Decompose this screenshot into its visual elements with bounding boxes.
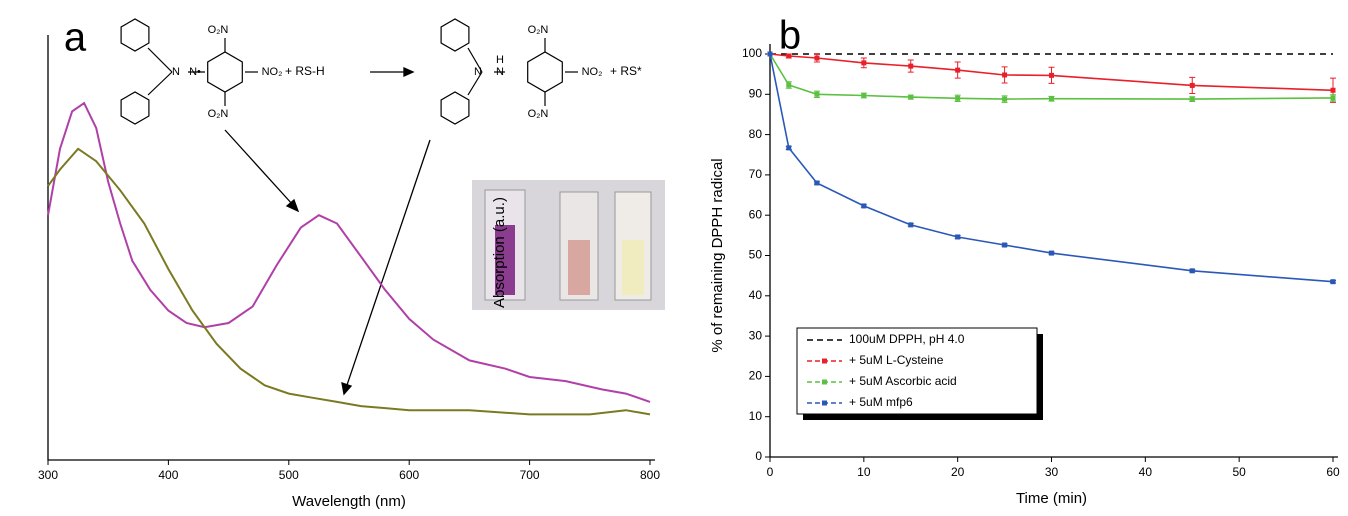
marker [955,234,961,240]
x-tick-label: 500 [279,468,299,482]
x-tick-label: 0 [767,465,774,479]
marker [1049,72,1054,78]
x-tick-label: 400 [158,468,178,482]
ring [440,18,470,52]
ring [440,91,470,125]
marker [814,55,820,61]
x-axis-label: Time (min) [1016,490,1087,507]
x-tick-label: 50 [1232,465,1246,479]
structure-label: N [496,66,504,78]
structure-label: O₂N [208,24,229,36]
x-tick-label: 30 [1045,465,1059,479]
bond [467,47,483,73]
legend-label: + 5uM L-Cysteine [849,353,944,367]
marker [908,63,914,69]
bond [147,47,173,73]
x-axis-label: Wavelength (nm) [292,493,406,510]
x-tick-label: 300 [38,468,58,482]
photo-inset [472,180,665,310]
marker [1330,87,1336,93]
structure-label: O₂N [208,108,229,120]
legend-label: + 5uM Ascorbic acid [849,374,957,388]
marker [1189,96,1195,102]
x-tick-label: 700 [520,468,540,482]
x-tick-label: 600 [399,468,419,482]
bond [467,71,483,96]
marker [1002,72,1008,78]
legend-label: + 5uM mfp6 [849,395,913,409]
marker [1049,250,1054,256]
marker [955,67,961,73]
y-tick-label: 100 [742,46,762,60]
panel-label: b [779,14,801,58]
y-tick-label: 90 [749,86,763,100]
marker [1049,96,1054,102]
series-line [47,147,651,416]
marker [814,180,820,186]
x-tick-label: 10 [857,465,871,479]
ring [120,18,150,52]
marker [1330,279,1336,285]
structure-label: NO₂ [582,66,603,78]
marker [1330,95,1336,101]
series-line [769,53,1334,283]
y-tick-label: 50 [749,248,763,262]
legend-marker [822,358,827,364]
marker [861,203,867,209]
structure-label: N [172,66,180,78]
y-tick-label: 70 [749,167,763,181]
marker [786,53,792,59]
structure-label: H [496,54,504,66]
x-tick-label: 60 [1326,465,1340,479]
marker [767,51,773,57]
marker [908,94,914,100]
x-tick-label: 800 [640,468,660,482]
byproduct: + RS* [610,64,642,78]
legend-label: 100uM DPPH, pH 4.0 [849,332,965,346]
marker [1002,242,1008,248]
marker [814,91,820,97]
structure-label: N• [189,66,201,78]
marker [786,82,792,88]
structure-label: NO₂ [262,66,283,78]
y-tick-label: 0 [755,449,762,463]
ring [207,51,243,93]
marker [955,95,961,101]
marker [1189,82,1195,88]
legend-box [796,327,1038,415]
legend-marker [822,400,827,406]
y-tick-label: 60 [749,207,763,221]
ring [120,91,150,125]
ring [527,51,563,93]
y-axis-label: Absorption (a.u.) [491,197,508,308]
y-tick-label: 20 [749,369,763,383]
reagent: + RS-H [285,64,325,78]
y-tick-label: 30 [749,328,763,342]
marker [861,60,867,66]
legend-marker [822,379,827,385]
marker [1002,96,1008,102]
y-tick-label: 40 [749,288,763,302]
marker [786,145,792,151]
y-tick-label: 10 [749,409,763,423]
marker [1189,268,1195,274]
structure-label: N [474,66,482,78]
series-line [47,101,651,403]
series-line [769,53,1334,92]
structure-label: O₂N [528,24,549,36]
x-tick-label: 20 [951,465,965,479]
structure-label: O₂N [528,108,549,120]
y-tick-label: 80 [749,127,763,141]
marker [908,222,914,228]
panel-label: a [64,16,87,60]
series-line [769,53,1334,100]
x-tick-label: 40 [1139,465,1153,479]
marker [861,93,867,99]
arrows [224,66,431,396]
bond [147,71,173,96]
y-axis-label: % of remaining DPPH radical [709,158,726,352]
